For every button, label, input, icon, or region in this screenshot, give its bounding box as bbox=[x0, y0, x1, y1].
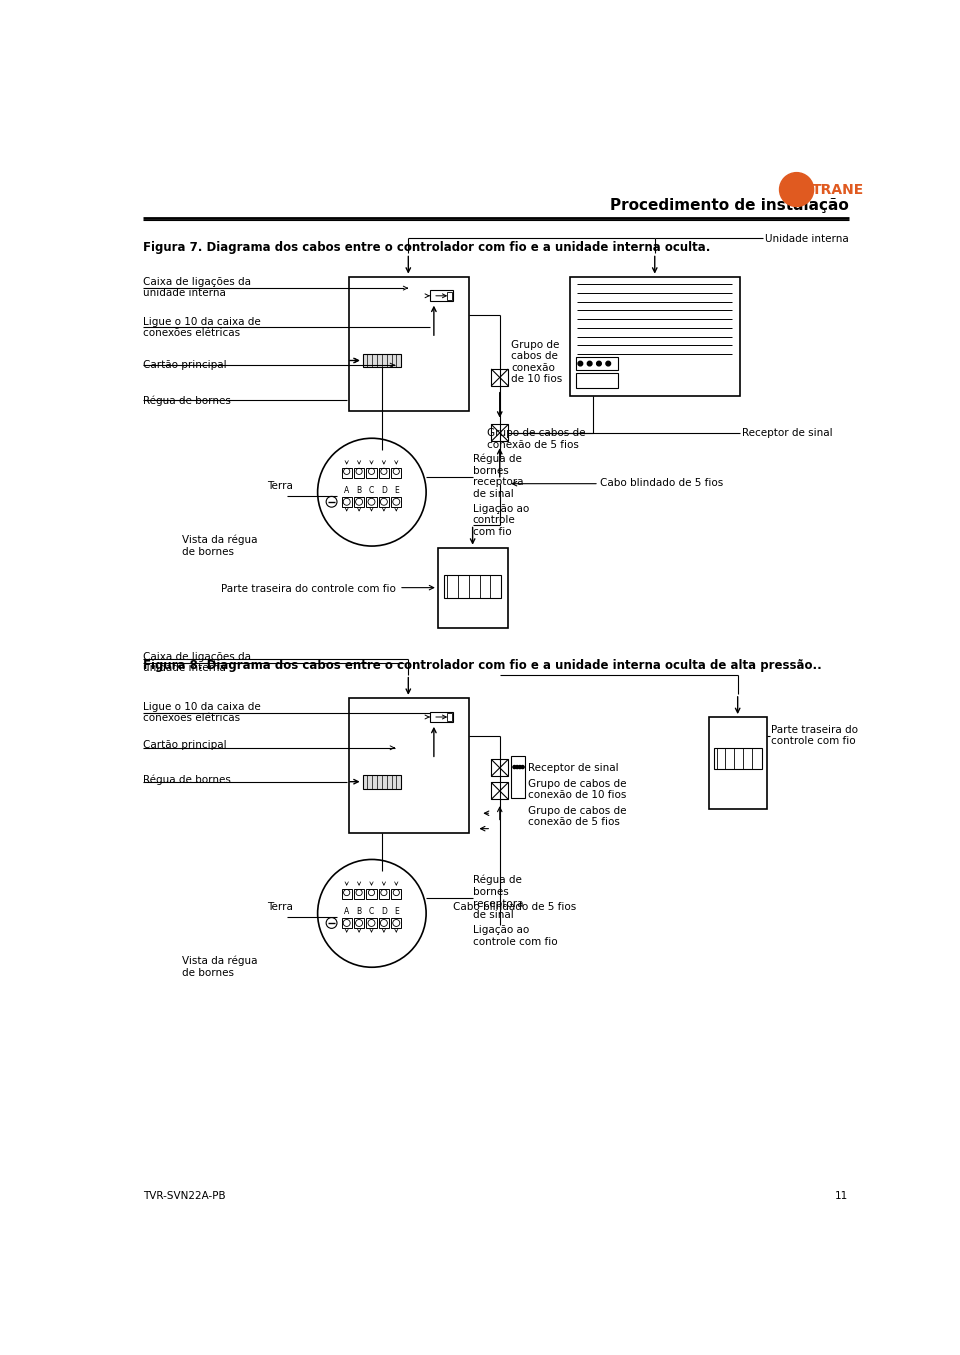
Text: Unidade interna: Unidade interna bbox=[765, 234, 849, 244]
Bar bbox=[492, 782, 508, 799]
Bar bbox=[444, 575, 501, 598]
Text: Grupo de
cabos de
conexão
de 10 fios: Grupo de cabos de conexão de 10 fios bbox=[512, 340, 563, 385]
Bar bbox=[379, 889, 389, 898]
Text: Régua de
bornes
receptora
de sinal: Régua de bornes receptora de sinal bbox=[472, 454, 523, 499]
Circle shape bbox=[596, 362, 601, 366]
Text: Ligação ao
controle
com fio: Ligação ao controle com fio bbox=[472, 504, 529, 537]
Bar bbox=[430, 711, 453, 722]
Text: E: E bbox=[394, 486, 398, 495]
Text: Grupo de cabos de
conexão de 10 fios: Grupo de cabos de conexão de 10 fios bbox=[528, 779, 627, 801]
Text: Cabo blindado de 5 fios: Cabo blindado de 5 fios bbox=[601, 477, 724, 488]
Text: Grupo de cabos de
conexão de 5 fios: Grupo de cabos de conexão de 5 fios bbox=[488, 428, 586, 450]
Bar bbox=[492, 424, 508, 442]
Text: Cartão principal: Cartão principal bbox=[143, 359, 227, 370]
Text: Figura 8. Diagrama dos cabos entre o controlador com fio e a unidade interna ocu: Figura 8. Diagrama dos cabos entre o con… bbox=[143, 660, 822, 672]
Text: Ligue o 10 da caixa de
conexões elétricas: Ligue o 10 da caixa de conexões elétrica… bbox=[143, 702, 261, 724]
Circle shape bbox=[518, 766, 521, 768]
Bar bbox=[354, 467, 364, 477]
Bar bbox=[342, 917, 351, 928]
Bar bbox=[354, 889, 364, 898]
Bar bbox=[348, 698, 468, 832]
Circle shape bbox=[606, 362, 611, 366]
Text: Vista da régua
de bornes: Vista da régua de bornes bbox=[182, 955, 257, 978]
Bar bbox=[342, 467, 351, 477]
Text: Cabo blindado de 5 fios: Cabo blindado de 5 fios bbox=[453, 902, 577, 912]
Text: Cartão principal: Cartão principal bbox=[143, 740, 227, 751]
Text: Parte traseira do controle com fio: Parte traseira do controle com fio bbox=[221, 584, 396, 593]
Text: Caixa de ligações da
unidade interna: Caixa de ligações da unidade interna bbox=[143, 652, 252, 673]
Bar bbox=[713, 748, 762, 770]
Text: Ligação ao
controle com fio: Ligação ao controle com fio bbox=[472, 925, 557, 947]
Text: E: E bbox=[394, 908, 398, 916]
Bar bbox=[430, 290, 453, 301]
Bar bbox=[367, 497, 376, 507]
Bar bbox=[492, 759, 508, 776]
Text: Receptor de sinal: Receptor de sinal bbox=[528, 763, 619, 774]
Bar bbox=[392, 467, 401, 477]
Circle shape bbox=[516, 766, 518, 768]
Bar bbox=[379, 497, 389, 507]
Text: 11: 11 bbox=[835, 1191, 849, 1201]
Bar bbox=[342, 889, 351, 898]
Text: Ligue o 10 da caixa de
conexões elétricas: Ligue o 10 da caixa de conexões elétrica… bbox=[143, 317, 261, 339]
Bar bbox=[354, 497, 364, 507]
Bar bbox=[392, 917, 401, 928]
Text: Régua de
bornes
receptora
de sinal: Régua de bornes receptora de sinal bbox=[472, 875, 523, 920]
Bar bbox=[447, 291, 452, 299]
Bar bbox=[367, 917, 376, 928]
Bar bbox=[447, 713, 452, 721]
Text: D: D bbox=[381, 908, 387, 916]
Text: B: B bbox=[356, 486, 362, 495]
Text: Régua de bornes: Régua de bornes bbox=[143, 396, 231, 405]
Bar bbox=[392, 889, 401, 898]
Text: TVR-SVN22A-PB: TVR-SVN22A-PB bbox=[143, 1191, 226, 1201]
Bar bbox=[512, 756, 525, 798]
Text: Caixa de ligações da
unidade interna: Caixa de ligações da unidade interna bbox=[143, 276, 252, 298]
Text: C: C bbox=[369, 908, 374, 916]
Text: C: C bbox=[369, 486, 374, 495]
Bar bbox=[379, 467, 389, 477]
Circle shape bbox=[578, 362, 583, 366]
Bar bbox=[367, 889, 376, 898]
Text: D: D bbox=[381, 486, 387, 495]
Bar bbox=[348, 276, 468, 412]
Text: Grupo de cabos de
conexão de 5 fios: Grupo de cabos de conexão de 5 fios bbox=[528, 806, 627, 827]
Bar bbox=[354, 917, 364, 928]
Text: Figura 7. Diagrama dos cabos entre o controlador com fio e a unidade interna ocu: Figura 7. Diagrama dos cabos entre o con… bbox=[143, 241, 710, 255]
Text: Terra: Terra bbox=[267, 481, 293, 491]
Bar bbox=[392, 497, 401, 507]
Bar bbox=[363, 354, 401, 367]
Text: Procedimento de instalação: Procedimento de instalação bbox=[610, 198, 849, 213]
Circle shape bbox=[513, 766, 516, 768]
Text: Régua de bornes: Régua de bornes bbox=[143, 775, 231, 786]
Bar bbox=[367, 467, 376, 477]
Circle shape bbox=[780, 172, 814, 206]
Bar bbox=[576, 373, 618, 389]
Text: A: A bbox=[344, 908, 349, 916]
Bar bbox=[709, 717, 767, 809]
Text: Receptor de sinal: Receptor de sinal bbox=[741, 428, 832, 438]
Text: B: B bbox=[356, 908, 362, 916]
Bar bbox=[438, 547, 508, 629]
Bar bbox=[363, 775, 401, 789]
Bar bbox=[492, 369, 508, 386]
Text: Parte traseira do
controle com fio: Parte traseira do controle com fio bbox=[771, 725, 858, 747]
Circle shape bbox=[521, 766, 524, 768]
Bar bbox=[569, 276, 740, 396]
Text: Terra: Terra bbox=[267, 902, 293, 912]
Bar bbox=[342, 497, 351, 507]
Text: Vista da régua
de bornes: Vista da régua de bornes bbox=[182, 534, 257, 557]
Text: TRANE: TRANE bbox=[812, 183, 864, 198]
Text: A: A bbox=[344, 486, 349, 495]
Bar bbox=[379, 917, 389, 928]
Circle shape bbox=[588, 362, 592, 366]
Bar bbox=[576, 358, 618, 370]
